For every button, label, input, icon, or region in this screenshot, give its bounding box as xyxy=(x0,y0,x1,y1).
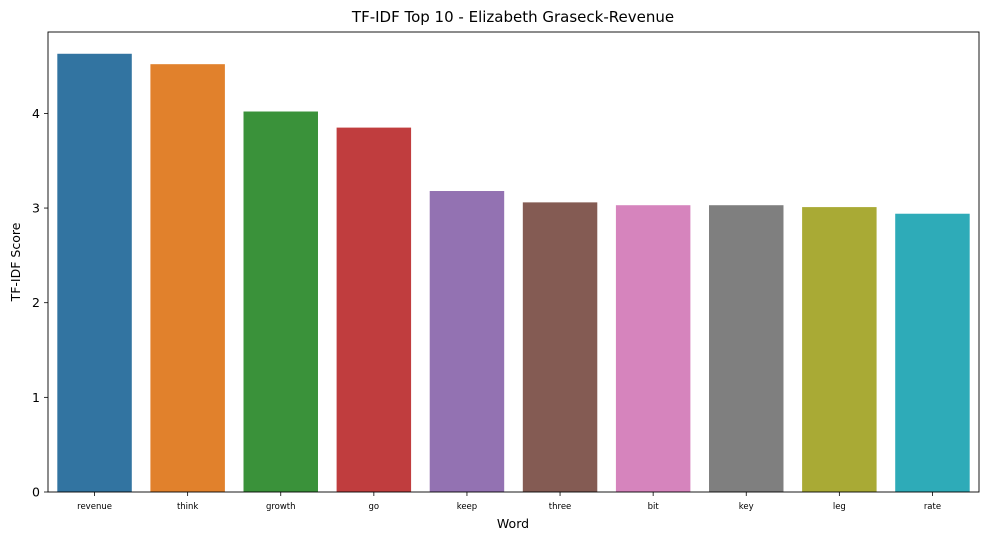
bar-leg xyxy=(802,207,877,492)
bar-key xyxy=(709,205,784,492)
x-tick-label: key xyxy=(739,502,754,512)
y-axis-label: TF-IDF Score xyxy=(8,222,23,302)
x-tick-label: growth xyxy=(266,502,296,512)
x-tick-label: bit xyxy=(648,502,660,512)
y-tick-label: 0 xyxy=(32,485,40,500)
y-tick-label: 1 xyxy=(32,390,40,405)
y-tick-label: 2 xyxy=(32,295,40,310)
bar-bit xyxy=(615,205,691,492)
bars xyxy=(57,53,970,493)
x-axis-ticks: revenue think growth go keep three bit key leg ra… xyxy=(77,492,941,512)
x-tick-label: three xyxy=(549,502,572,512)
x-tick-label: go xyxy=(369,502,380,512)
plot-frame xyxy=(47,31,980,493)
y-tick-label: 4 xyxy=(32,106,40,121)
bar-revenue xyxy=(57,53,132,493)
bar-three xyxy=(522,202,598,492)
x-tick-label: revenue xyxy=(77,502,112,512)
bar-rate xyxy=(895,213,970,493)
y-tick-label: 3 xyxy=(32,201,40,216)
y-axis-ticks: 0 1 2 3 4 xyxy=(32,106,48,500)
bar-growth xyxy=(243,111,318,492)
bar-go xyxy=(336,127,412,492)
bar-think xyxy=(150,64,225,493)
x-tick-label: think xyxy=(177,502,198,512)
bar-keep xyxy=(429,191,505,492)
x-tick-label: keep xyxy=(457,502,477,512)
x-axis-label: Word xyxy=(497,516,529,531)
x-tick-label: leg xyxy=(833,502,846,512)
x-tick-label: rate xyxy=(924,502,941,512)
chart-title: TF-IDF Top 10 - Elizabeth Graseck-Revenu… xyxy=(351,8,674,26)
